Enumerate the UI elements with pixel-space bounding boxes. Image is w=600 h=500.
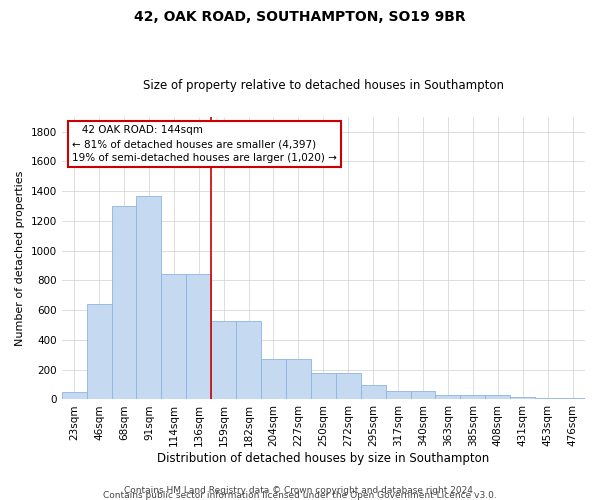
Text: 42, OAK ROAD, SOUTHAMPTON, SO19 9BR: 42, OAK ROAD, SOUTHAMPTON, SO19 9BR [134,10,466,24]
Bar [261,360,286,400]
Bar [460,395,485,400]
Bar [485,395,510,400]
Bar [535,398,560,400]
Text: 42 OAK ROAD: 144sqm
← 81% of detached houses are smaller (4,397)
19% of semi-det: 42 OAK ROAD: 144sqm ← 81% of detached ho… [72,126,337,164]
Title: Size of property relative to detached houses in Southampton: Size of property relative to detached ho… [143,79,504,92]
Bar [510,397,535,400]
Bar [361,384,386,400]
Bar [112,206,136,400]
Bar [560,398,585,400]
Bar [386,390,410,400]
Bar [286,360,311,400]
Text: Contains HM Land Registry data © Crown copyright and database right 2024.: Contains HM Land Registry data © Crown c… [124,486,476,495]
Bar [236,320,261,400]
Bar [62,392,86,400]
Bar [86,304,112,400]
X-axis label: Distribution of detached houses by size in Southampton: Distribution of detached houses by size … [157,452,490,465]
Bar [336,372,361,400]
Bar [211,320,236,400]
Bar [311,372,336,400]
Bar [436,395,460,400]
Bar [186,274,211,400]
Y-axis label: Number of detached properties: Number of detached properties [15,170,25,346]
Bar [161,274,186,400]
Bar [136,196,161,400]
Text: Contains public sector information licensed under the Open Government Licence v3: Contains public sector information licen… [103,491,497,500]
Bar [410,390,436,400]
